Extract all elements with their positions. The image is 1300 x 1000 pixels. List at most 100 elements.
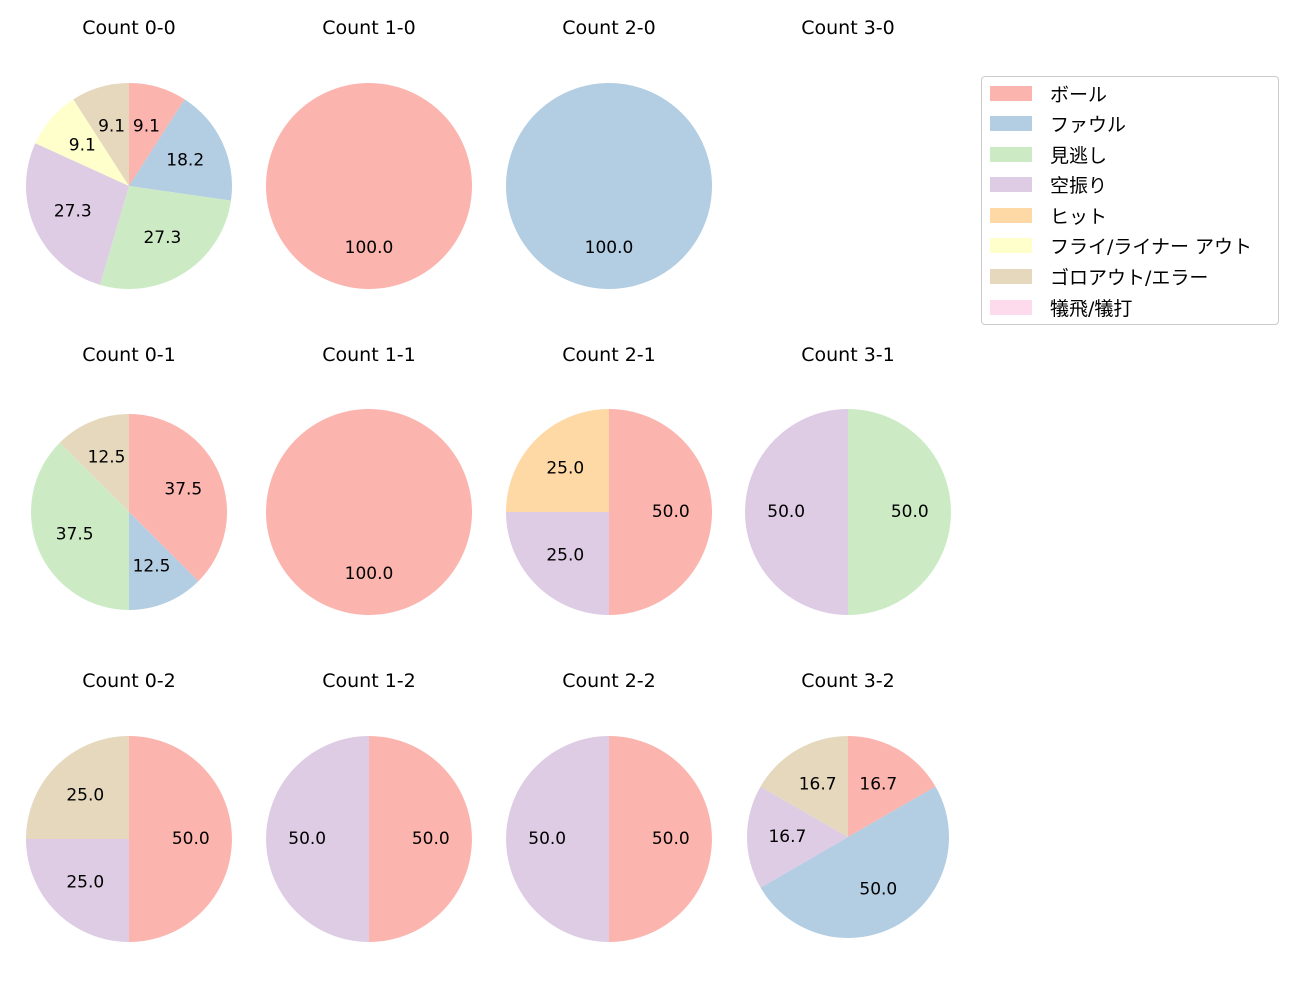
pie-slice-label: 37.5 bbox=[164, 479, 202, 499]
subplot-title: Count 1-1 bbox=[322, 344, 416, 366]
pie-slice-label: 25.0 bbox=[546, 546, 584, 566]
legend-label: フライ/ライナー アウト bbox=[1050, 235, 1253, 258]
pie-slice bbox=[506, 83, 712, 289]
pie-slice-label: 50.0 bbox=[528, 829, 566, 849]
pie-slice-label: 12.5 bbox=[88, 448, 126, 468]
pie-slice-label: 50.0 bbox=[652, 829, 690, 849]
legend: ボール ファウル 見逃し 空振り ヒット フライ/ライナー アウト ゴロアウト/… bbox=[981, 76, 1279, 325]
pie-count-3-2: 16.7 50.0 16.7 16.7 bbox=[746, 736, 950, 939]
subplot-title: Count 3-0 bbox=[801, 17, 895, 39]
pie-count-2-1: 50.0 25.0 25.0 bbox=[506, 409, 712, 615]
legend-item-fly-liner-out: フライ/ライナー アウト bbox=[990, 234, 1253, 258]
pie-slice bbox=[30, 442, 130, 610]
legend-item-sacrifice: 犠飛/犠打 bbox=[990, 296, 1133, 320]
pie-slice-label: 27.3 bbox=[54, 202, 92, 222]
pie-slice bbox=[129, 83, 185, 186]
pie-count-1-0: 100.0 bbox=[266, 83, 472, 289]
subplot-title: Count 0-1 bbox=[82, 344, 176, 366]
subplot-title: Count 2-0 bbox=[562, 17, 656, 39]
pie-slice-label: 25.0 bbox=[546, 458, 584, 478]
pie-slice-label: 50.0 bbox=[859, 879, 897, 899]
pie-slice-label: 9.1 bbox=[98, 117, 125, 137]
legend-label: ファウル bbox=[1050, 113, 1127, 136]
pie-slice-label: 100.0 bbox=[585, 238, 634, 258]
pie-slice bbox=[26, 736, 129, 839]
legend-label: 見逃し bbox=[1050, 144, 1108, 167]
legend-label: 空振り bbox=[1050, 174, 1108, 197]
legend-swatch bbox=[990, 85, 1032, 101]
pie-slice-label: 100.0 bbox=[345, 564, 394, 584]
pie-slice-label: 50.0 bbox=[652, 502, 690, 522]
legend-item-hit: ヒット bbox=[990, 204, 1107, 228]
pie-slice bbox=[59, 414, 129, 512]
subplot-title: Count 3-2 bbox=[801, 670, 895, 692]
pie-slice-label: 37.5 bbox=[56, 525, 94, 545]
pie-slice bbox=[760, 786, 950, 939]
subplot-title: Count 3-1 bbox=[801, 344, 895, 366]
pie-slice-label: 27.3 bbox=[143, 228, 181, 248]
pie-slice-label: 16.7 bbox=[799, 775, 837, 795]
pie-slice-label: 100.0 bbox=[345, 238, 394, 258]
subplot-title: Count 1-2 bbox=[322, 670, 416, 692]
pie-slice-label: 25.0 bbox=[66, 873, 104, 893]
pie-slice-label: 50.0 bbox=[412, 829, 450, 849]
pie-count-0-0: 9.118.227.327.39.19.1 bbox=[25, 83, 233, 289]
pie-count-1-2: 50.0 50.0 bbox=[266, 736, 472, 942]
pie-slice-label: 25.0 bbox=[66, 785, 104, 805]
pie-slice bbox=[746, 786, 848, 888]
legend-swatch bbox=[990, 207, 1032, 223]
pie-slice bbox=[609, 736, 712, 942]
legend-item-grounder-out-error: ゴロアウト/エラー bbox=[990, 265, 1209, 289]
pie-slice bbox=[369, 736, 472, 942]
pie-count-2-2: 50.0 50.0 bbox=[506, 736, 712, 942]
pie-slice bbox=[506, 736, 609, 942]
pie-slice bbox=[129, 736, 232, 942]
pie-slice-label: 50.0 bbox=[288, 829, 326, 849]
legend-swatch bbox=[990, 299, 1032, 315]
pie-slice bbox=[129, 512, 199, 610]
pie-slice bbox=[99, 186, 231, 289]
legend-swatch bbox=[990, 268, 1032, 284]
pie-slice bbox=[506, 512, 609, 615]
legend-item-swinging-strike: 空振り bbox=[990, 173, 1108, 197]
legend-label: 犠飛/犠打 bbox=[1050, 297, 1133, 320]
pie-count-2-0: 100.0 bbox=[506, 83, 712, 289]
pie-slice bbox=[506, 409, 609, 512]
pie-slice bbox=[266, 736, 369, 942]
pie-slice bbox=[266, 83, 472, 289]
pie-slice-label: 50.0 bbox=[767, 502, 805, 522]
legend-swatch bbox=[990, 237, 1032, 253]
pie-slice-label: 9.1 bbox=[133, 117, 160, 137]
pie-slice bbox=[25, 143, 130, 285]
pie-count-1-1: 100.0 bbox=[266, 409, 472, 615]
pie-slice bbox=[73, 83, 129, 186]
pie-slice bbox=[609, 409, 712, 615]
pie-slice bbox=[848, 736, 936, 837]
pie-slice bbox=[745, 409, 848, 615]
legend-item-called-strike: 見逃し bbox=[990, 143, 1108, 167]
subplot-title: Count 0-2 bbox=[82, 670, 176, 692]
legend-item-ball: ボール bbox=[990, 82, 1107, 106]
pie-slice bbox=[760, 736, 848, 837]
pie-slice bbox=[129, 99, 233, 201]
pie-slice-label: 50.0 bbox=[172, 829, 210, 849]
pie-slice-label: 18.2 bbox=[166, 150, 204, 170]
subplot-title: Count 2-1 bbox=[562, 344, 656, 366]
subplot-title: Count 1-0 bbox=[322, 17, 416, 39]
pie-count-3-1: 50.0 50.0 bbox=[745, 409, 951, 615]
legend-swatch bbox=[990, 176, 1032, 192]
subplot-title: Count 0-0 bbox=[82, 17, 176, 39]
legend-swatch bbox=[990, 146, 1032, 162]
pie-slice-label: 9.1 bbox=[69, 136, 96, 156]
pie-count-0-2: 50.0 25.0 25.0 bbox=[26, 736, 232, 942]
legend-item-foul: ファウル bbox=[990, 112, 1127, 136]
legend-swatch bbox=[990, 115, 1032, 131]
pie-slice-label: 16.7 bbox=[859, 775, 897, 795]
pie-slice-label: 12.5 bbox=[133, 556, 171, 576]
pie-slice-label: 50.0 bbox=[891, 502, 929, 522]
pie-slice bbox=[848, 409, 951, 615]
legend-label: ゴロアウト/エラー bbox=[1050, 266, 1209, 289]
pie-slice bbox=[266, 409, 472, 615]
